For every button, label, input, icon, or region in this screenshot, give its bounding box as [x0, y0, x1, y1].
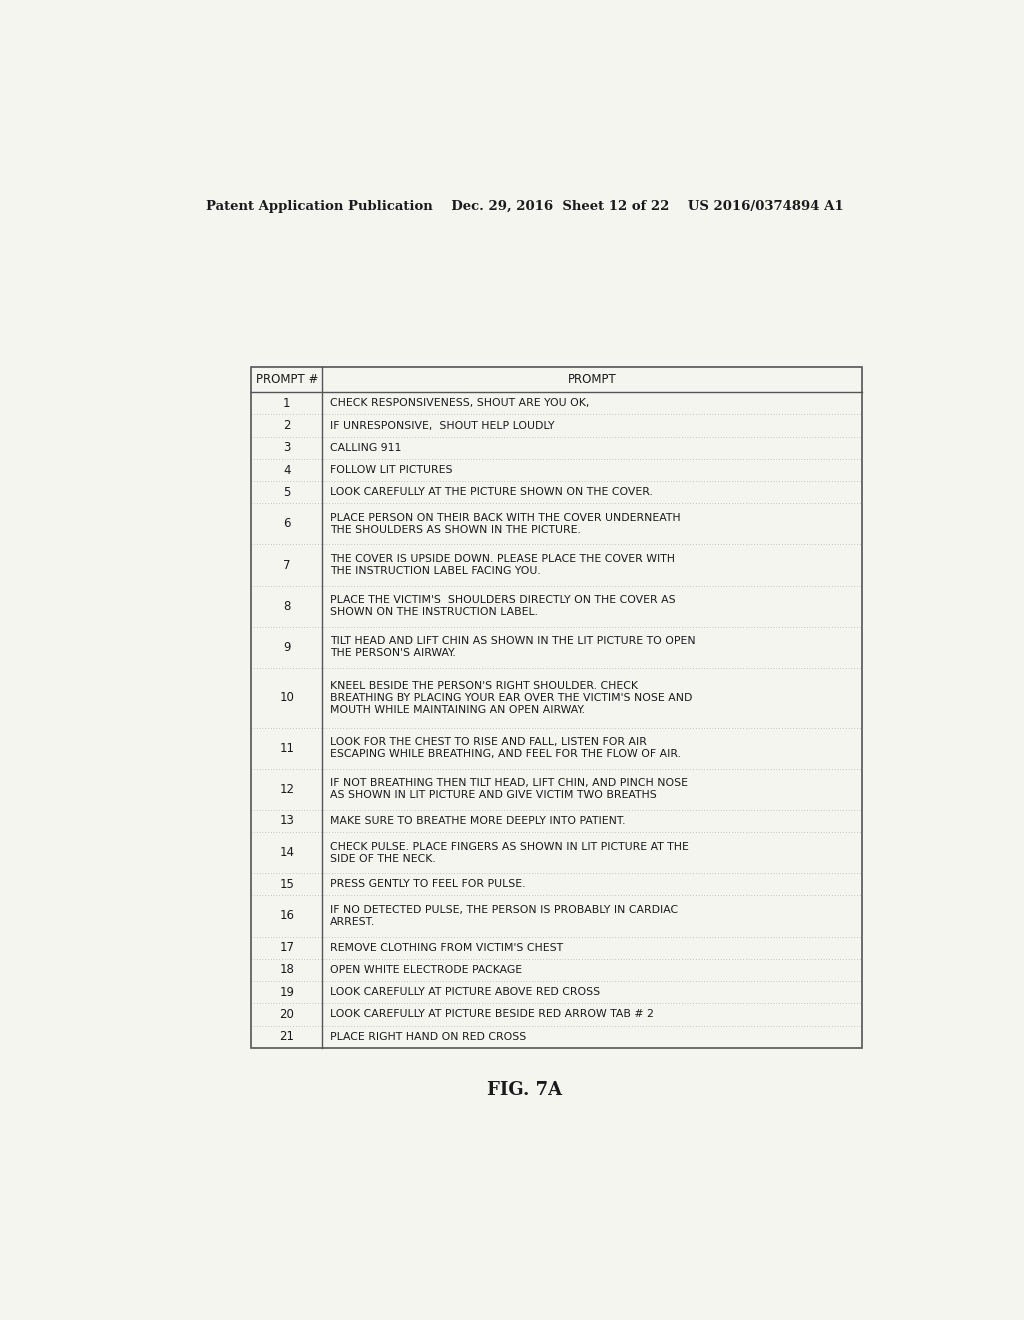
- Text: CHECK RESPONSIVENESS, SHOUT ARE YOU OK,: CHECK RESPONSIVENESS, SHOUT ARE YOU OK,: [331, 399, 590, 408]
- Text: 2: 2: [283, 418, 291, 432]
- Text: IF NOT BREATHING THEN TILT HEAD, LIFT CHIN, AND PINCH NOSE
AS SHOWN IN LIT PICTU: IF NOT BREATHING THEN TILT HEAD, LIFT CH…: [331, 779, 688, 800]
- Text: MAKE SURE TO BREATHE MORE DEEPLY INTO PATIENT.: MAKE SURE TO BREATHE MORE DEEPLY INTO PA…: [331, 816, 626, 826]
- Text: 18: 18: [280, 964, 294, 977]
- Text: KNEEL BESIDE THE PERSON'S RIGHT SHOULDER. CHECK
BREATHING BY PLACING YOUR EAR OV: KNEEL BESIDE THE PERSON'S RIGHT SHOULDER…: [331, 681, 693, 714]
- Text: PROMPT #: PROMPT #: [256, 374, 317, 385]
- Text: CALLING 911: CALLING 911: [331, 442, 401, 453]
- Text: 8: 8: [283, 599, 291, 612]
- Text: FOLLOW LIT PICTURES: FOLLOW LIT PICTURES: [331, 465, 453, 475]
- Text: IF NO DETECTED PULSE, THE PERSON IS PROBABLY IN CARDIAC
ARREST.: IF NO DETECTED PULSE, THE PERSON IS PROB…: [331, 906, 679, 927]
- Text: OPEN WHITE ELECTRODE PACKAGE: OPEN WHITE ELECTRODE PACKAGE: [331, 965, 522, 975]
- Text: 6: 6: [283, 517, 291, 531]
- Text: PLACE PERSON ON THEIR BACK WITH THE COVER UNDERNEATH
THE SHOULDERS AS SHOWN IN T: PLACE PERSON ON THEIR BACK WITH THE COVE…: [331, 513, 681, 535]
- Text: TILT HEAD AND LIFT CHIN AS SHOWN IN THE LIT PICTURE TO OPEN
THE PERSON'S AIRWAY.: TILT HEAD AND LIFT CHIN AS SHOWN IN THE …: [331, 636, 696, 659]
- Text: LOOK FOR THE CHEST TO RISE AND FALL, LISTEN FOR AIR
ESCAPING WHILE BREATHING, AN: LOOK FOR THE CHEST TO RISE AND FALL, LIS…: [331, 738, 681, 759]
- Text: Patent Application Publication    Dec. 29, 2016  Sheet 12 of 22    US 2016/03748: Patent Application Publication Dec. 29, …: [206, 199, 844, 213]
- Text: 1: 1: [283, 397, 291, 409]
- Text: LOOK CAREFULLY AT THE PICTURE SHOWN ON THE COVER.: LOOK CAREFULLY AT THE PICTURE SHOWN ON T…: [331, 487, 653, 498]
- Text: 11: 11: [280, 742, 294, 755]
- Text: LOOK CAREFULLY AT PICTURE BESIDE RED ARROW TAB # 2: LOOK CAREFULLY AT PICTURE BESIDE RED ARR…: [331, 1010, 654, 1019]
- Bar: [251, 367, 862, 1048]
- Text: 9: 9: [283, 640, 291, 653]
- Text: IF UNRESPONSIVE,  SHOUT HELP LOUDLY: IF UNRESPONSIVE, SHOUT HELP LOUDLY: [331, 421, 555, 430]
- Text: 4: 4: [283, 463, 291, 477]
- Text: PLACE THE VICTIM'S  SHOULDERS DIRECTLY ON THE COVER AS
SHOWN ON THE INSTRUCTION : PLACE THE VICTIM'S SHOULDERS DIRECTLY ON…: [331, 595, 676, 618]
- Text: 20: 20: [280, 1008, 294, 1020]
- Text: 13: 13: [280, 814, 294, 828]
- Text: 7: 7: [283, 558, 291, 572]
- Text: PROMPT: PROMPT: [568, 374, 616, 385]
- Text: REMOVE CLOTHING FROM VICTIM'S CHEST: REMOVE CLOTHING FROM VICTIM'S CHEST: [331, 942, 563, 953]
- Text: 12: 12: [280, 783, 294, 796]
- Text: 14: 14: [280, 846, 294, 859]
- Text: 19: 19: [280, 986, 294, 999]
- Text: 3: 3: [283, 441, 291, 454]
- Text: 5: 5: [283, 486, 291, 499]
- Text: PRESS GENTLY TO FEEL FOR PULSE.: PRESS GENTLY TO FEEL FOR PULSE.: [331, 879, 526, 890]
- Text: PLACE RIGHT HAND ON RED CROSS: PLACE RIGHT HAND ON RED CROSS: [331, 1032, 526, 1041]
- Text: 21: 21: [280, 1030, 294, 1043]
- Text: 17: 17: [280, 941, 294, 954]
- Text: 15: 15: [280, 878, 294, 891]
- Text: 16: 16: [280, 909, 294, 923]
- Text: 10: 10: [280, 692, 294, 704]
- Text: LOOK CAREFULLY AT PICTURE ABOVE RED CROSS: LOOK CAREFULLY AT PICTURE ABOVE RED CROS…: [331, 987, 600, 997]
- Text: FIG. 7A: FIG. 7A: [487, 1081, 562, 1100]
- Text: CHECK PULSE. PLACE FINGERS AS SHOWN IN LIT PICTURE AT THE
SIDE OF THE NECK.: CHECK PULSE. PLACE FINGERS AS SHOWN IN L…: [331, 842, 689, 863]
- Text: THE COVER IS UPSIDE DOWN. PLEASE PLACE THE COVER WITH
THE INSTRUCTION LABEL FACI: THE COVER IS UPSIDE DOWN. PLEASE PLACE T…: [331, 554, 676, 576]
